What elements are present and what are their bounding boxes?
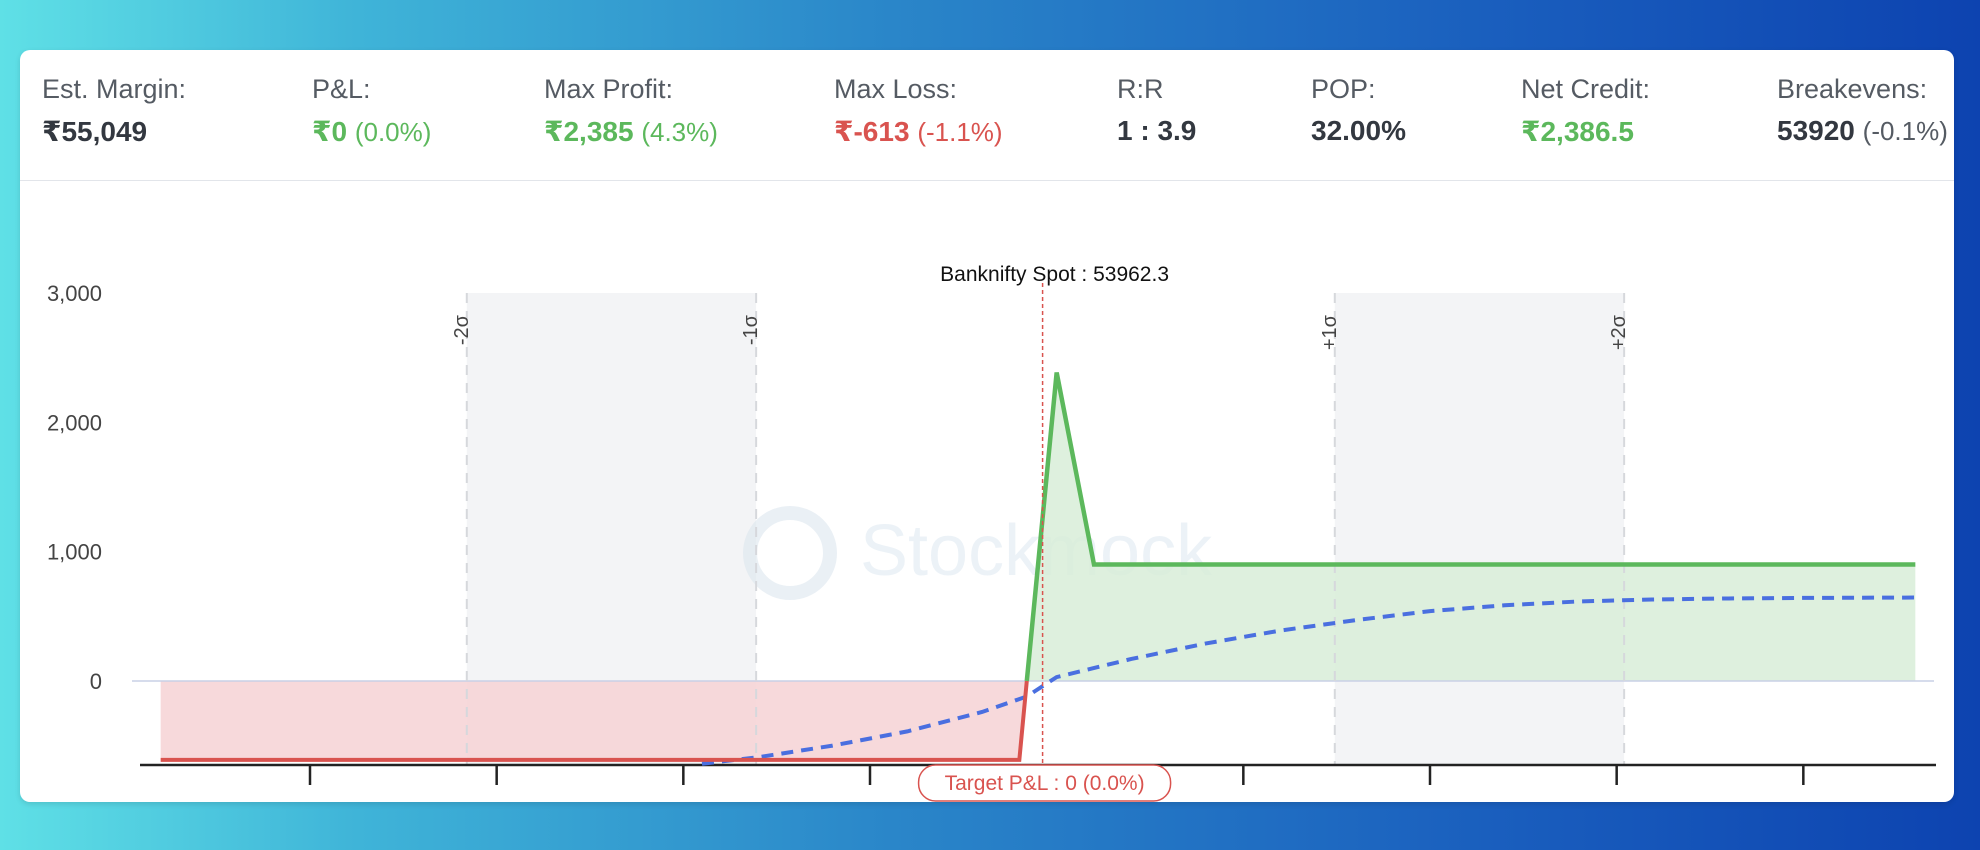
- stats-bar: Est. Margin: ₹55,049 P&L: ₹0 (0.0%) Max …: [20, 50, 1954, 181]
- target-pnl-label[interactable]: Target P&L : 0 (0.0%): [917, 764, 1172, 802]
- stat-value: 1 : 3.9: [1117, 115, 1197, 146]
- expiry-loss-line: [160, 680, 1029, 762]
- loss-area: [160, 680, 1027, 760]
- expiry-profit-line: [1024, 372, 1916, 682]
- stat-pop: POP: 32.00%: [1311, 74, 1406, 147]
- payoff-card: Est. Margin: ₹55,049 P&L: ₹0 (0.0%) Max …: [20, 50, 1954, 802]
- target-pnl-text: Target P&L : 0 (0.0%): [945, 772, 1145, 795]
- payoff-chart: Stockmock -2σ -1σ +1σ +2σ 01,0002,0003,000 …: [47, 263, 1936, 802]
- series-lines: [160, 372, 1916, 766]
- stat-label: P&L:: [312, 74, 371, 104]
- stat-est-margin: Est. Margin: ₹55,049: [42, 74, 186, 148]
- stat-label: R:R: [1117, 74, 1164, 104]
- target-line: [701, 595, 1916, 766]
- stat-risk-reward: R:R 1 : 3.9: [1117, 74, 1196, 147]
- stat-label: POP:: [1311, 74, 1376, 104]
- stat-label: Max Loss:: [834, 74, 958, 104]
- stat-net-credit: Net Credit: ₹2,386.5: [1521, 74, 1650, 148]
- watermark-logo-icon: [743, 506, 837, 600]
- stat-value: ₹0 (0.0%): [312, 116, 432, 147]
- stat-label: Breakevens:: [1777, 74, 1928, 104]
- pnl-fill-areas: [160, 372, 1916, 760]
- stat-value: 32.00%: [1311, 115, 1406, 146]
- stat-breakevens: Breakevens: 53920 (-0.1%): [1777, 74, 1948, 147]
- y-tick-label: 1,000: [47, 540, 102, 565]
- y-tick-label: 3,000: [47, 281, 102, 306]
- sigma-label: -2σ: [451, 314, 473, 345]
- sigma-lines: -2σ -1σ +1σ +2σ: [451, 293, 1630, 765]
- sigma-label: -1σ: [740, 314, 762, 345]
- stat-max-loss: Max Loss: ₹-613 (-1.1%): [834, 74, 1003, 148]
- y-tick-label: 2,000: [47, 410, 102, 435]
- stat-pnl: P&L: ₹0 (0.0%): [312, 74, 431, 148]
- spot-label: Banknifty Spot : 53962.3: [940, 263, 1169, 286]
- sigma-label: +1σ: [1319, 314, 1341, 350]
- sigma-band: [1334, 293, 1625, 765]
- stat-label: Net Credit:: [1521, 74, 1651, 104]
- profit-area: [1026, 372, 1916, 681]
- stat-value: 53920 (-0.1%): [1777, 115, 1948, 146]
- stat-value: ₹2,385 (4.3%): [544, 116, 718, 147]
- target-pnl-box[interactable]: [917, 764, 1172, 802]
- stat-max-profit: Max Profit: ₹2,385 (4.3%): [544, 74, 718, 148]
- stat-value: ₹-613 (-1.1%): [834, 116, 1003, 147]
- spot-marker: Banknifty Spot : 53962.3: [940, 263, 1169, 765]
- stat-label: Est. Margin:: [42, 74, 187, 104]
- y-tick-label: 0: [90, 669, 102, 694]
- sigma-label: +2σ: [1608, 314, 1630, 350]
- stat-value: ₹2,386.5: [1521, 116, 1634, 147]
- stat-value: ₹55,049: [42, 116, 148, 147]
- y-axis-ticks: 0 1,000 2,000 3,000: [47, 281, 102, 694]
- stat-label: Max Profit:: [544, 74, 674, 104]
